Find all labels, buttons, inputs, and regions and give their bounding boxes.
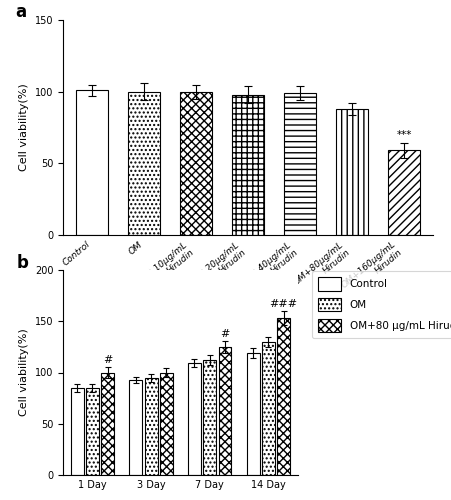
Y-axis label: Cell viability(%): Cell viability(%) xyxy=(19,84,29,172)
Text: a: a xyxy=(15,3,26,21)
Bar xyxy=(86,388,99,475)
Bar xyxy=(247,353,260,475)
Bar xyxy=(71,388,84,475)
Text: #: # xyxy=(220,328,230,338)
Legend: Control, OM, OM+80 μg/mL Hirudin: Control, OM, OM+80 μg/mL Hirudin xyxy=(312,271,451,338)
Bar xyxy=(180,92,212,235)
Y-axis label: Cell viability(%): Cell viability(%) xyxy=(19,328,29,416)
Bar xyxy=(203,360,216,475)
Bar xyxy=(218,347,231,475)
Bar xyxy=(336,109,368,235)
Text: #: # xyxy=(103,356,112,366)
Text: ###: ### xyxy=(270,299,298,309)
Bar xyxy=(188,364,201,475)
Bar xyxy=(101,372,114,475)
Bar xyxy=(160,372,173,475)
Bar xyxy=(129,380,143,475)
Bar xyxy=(262,342,275,475)
Bar xyxy=(388,150,420,235)
Bar xyxy=(232,94,264,235)
Bar xyxy=(76,90,108,235)
Bar xyxy=(277,318,290,475)
Bar xyxy=(284,93,316,235)
Text: ***: *** xyxy=(396,130,412,140)
Bar xyxy=(128,92,160,235)
Bar xyxy=(145,378,157,475)
Text: b: b xyxy=(16,254,28,272)
